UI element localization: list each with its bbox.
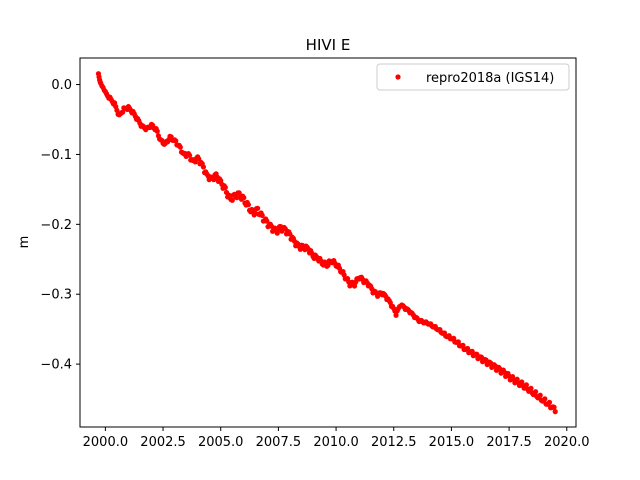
x-tick-label: 2000.0 [83,435,129,450]
y-tick-label: −0.2 [40,218,72,233]
data-point [393,312,399,318]
x-tick-label: 2015.0 [429,435,475,450]
data-point [259,212,265,218]
data-point [154,128,160,134]
data-point [537,392,543,398]
data-point [464,345,471,352]
data-point [542,396,548,402]
legend-box [376,63,570,91]
data-point [460,342,466,348]
data-point [528,385,534,391]
legend: repro2018a (IGS14) [376,63,570,91]
data-point [255,205,261,211]
y-tick-label: −0.4 [40,358,72,373]
data-point [533,389,539,395]
y-axis-label: m [17,236,32,249]
data-point [551,404,557,410]
data-point [173,138,179,144]
data-point [177,144,183,150]
data-point [120,109,126,115]
plot-frame [79,57,577,428]
data-point [114,107,120,113]
y-tick-label: 0.0 [51,78,72,93]
data-point [469,348,475,354]
data-point [222,184,228,191]
series-points [95,71,558,415]
x-tick-label: 2005.0 [198,435,244,450]
data-point [546,399,553,405]
legend-marker [395,74,401,80]
x-axis: 2000.0 2002.5 2005.0 2007.5 2010.0 2012.5 2015… [83,427,590,450]
x-tick-label: 2007.5 [256,435,302,450]
data-point [186,152,193,158]
legend-entry-label: repro2018a (IGS14) [426,71,554,86]
data-point [245,202,252,208]
data-point [523,382,530,388]
data-point [236,190,242,196]
data-point [264,218,270,224]
y-axis: 0.0 −0.1 −0.2 −0.3 −0.4 [40,78,80,373]
data-point [274,230,280,236]
data-point [241,195,247,201]
data-point [325,262,331,268]
data-point [455,339,461,345]
x-tick-label: 2020.0 [544,435,590,450]
data-point [200,164,207,170]
x-tick-label: 2010.0 [313,435,359,450]
y-tick-label: −0.1 [40,148,72,163]
chart-title: HIVI E [306,36,351,54]
x-tick-label: 2017.5 [486,435,532,450]
y-tick-label: −0.3 [40,288,72,303]
x-tick-label: 2002.5 [140,435,186,450]
data-point [552,409,558,415]
x-tick-label: 2012.5 [371,435,417,450]
data-point [229,197,235,203]
